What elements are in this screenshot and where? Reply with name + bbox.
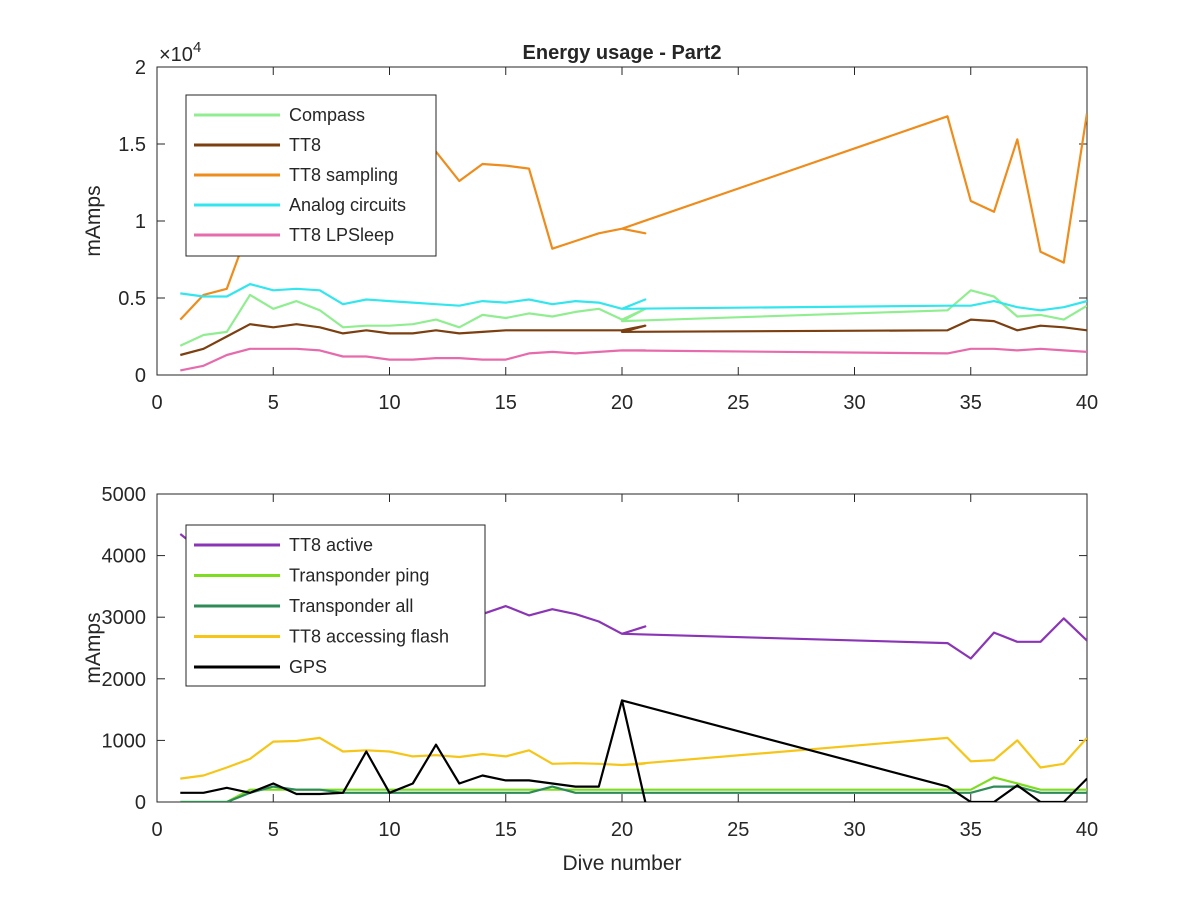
legend-label-tt8: TT8 [289, 135, 321, 155]
series-line-tt8 [180, 318, 1087, 357]
y-axis-label: mAmps [82, 185, 105, 256]
series-line-compass [179, 289, 1087, 347]
x-tick-label: 30 [843, 819, 865, 841]
series-line-tt8-lpsleep [180, 347, 1087, 372]
x-tick-label: 40 [1076, 392, 1098, 414]
x-tick-label: 15 [495, 819, 517, 841]
legend-label-tt8-sampling: TT8 sampling [289, 165, 398, 185]
x-tick-label: 0 [151, 392, 162, 414]
y-tick-label: 1 [135, 211, 146, 233]
legend-label-tt8-active: TT8 active [289, 535, 373, 555]
series-line-tt8-accessing-flash [180, 736, 1087, 780]
subplot-1: 0 5 10 15 20 25 30 35 4000.511.52×104 Energy usag… [82, 39, 1098, 414]
legend-label-analog-circuits: Analog circuits [289, 195, 406, 215]
x-tick-label: 40 [1076, 819, 1098, 841]
x-tick-label: 25 [727, 819, 749, 841]
subplot-2: 0 5 10 15 20 25 30 35 40 0 1000 2000 3000 4000 5000 mAm… [82, 484, 1098, 875]
x-tick-label: 15 [495, 392, 517, 414]
x-tick-label: 30 [843, 392, 865, 414]
series-line-gps [180, 699, 1087, 802]
x-tick-label: 20 [611, 392, 633, 414]
y-tick-label: 1.5 [118, 134, 146, 156]
x-tick-label: 10 [378, 392, 400, 414]
x-tick-label: 25 [727, 392, 749, 414]
y-tick-label: 2000 [102, 669, 147, 691]
legend-label-gps: GPS [289, 657, 327, 677]
x-tick-label: 5 [268, 392, 279, 414]
legend-label-transponder-all: Transponder all [289, 596, 413, 616]
x-tick-label: 0 [151, 819, 162, 841]
legend: TT8 active Transponder ping Transponder al… [185, 524, 486, 687]
x-tick-label: 35 [960, 392, 982, 414]
y-tick-label: 0 [135, 792, 146, 814]
y-tick-label: 0 [135, 365, 146, 387]
y-tick-label: 0.5 [118, 288, 146, 310]
x-axis-label: Dive number [562, 852, 681, 875]
y-exponent-power: 4 [193, 39, 201, 56]
x-tick-label: 10 [378, 819, 400, 841]
legend-label-compass: Compass [289, 105, 365, 125]
chart-title: Energy usage - Part2 [523, 42, 722, 64]
y-tick-label: 1000 [102, 730, 147, 752]
x-tick-label: 20 [611, 819, 633, 841]
y-tick-label: 5000 [102, 484, 147, 506]
series-line-analog-circuits [180, 283, 1087, 312]
y-tick-label: 2 [135, 57, 146, 79]
y-tick-label: 4000 [102, 546, 147, 568]
legend-box [185, 94, 437, 257]
series-line-transponder-all [180, 785, 1087, 802]
legend-label-tt8-accessing-flash: TT8 accessing flash [289, 627, 449, 647]
y-tick-label: 3000 [102, 607, 147, 629]
x-tick-label: 35 [960, 819, 982, 841]
legend-label-transponder-ping: Transponder ping [289, 566, 429, 586]
legend-label-tt8-lpsleep: TT8 LPSleep [289, 225, 394, 245]
x-tick-label: 5 [268, 819, 279, 841]
legend: Compass TT8 TT8 sampling Analog circuits TT8… [185, 94, 437, 257]
y-axis-label: mAmps [82, 612, 105, 683]
